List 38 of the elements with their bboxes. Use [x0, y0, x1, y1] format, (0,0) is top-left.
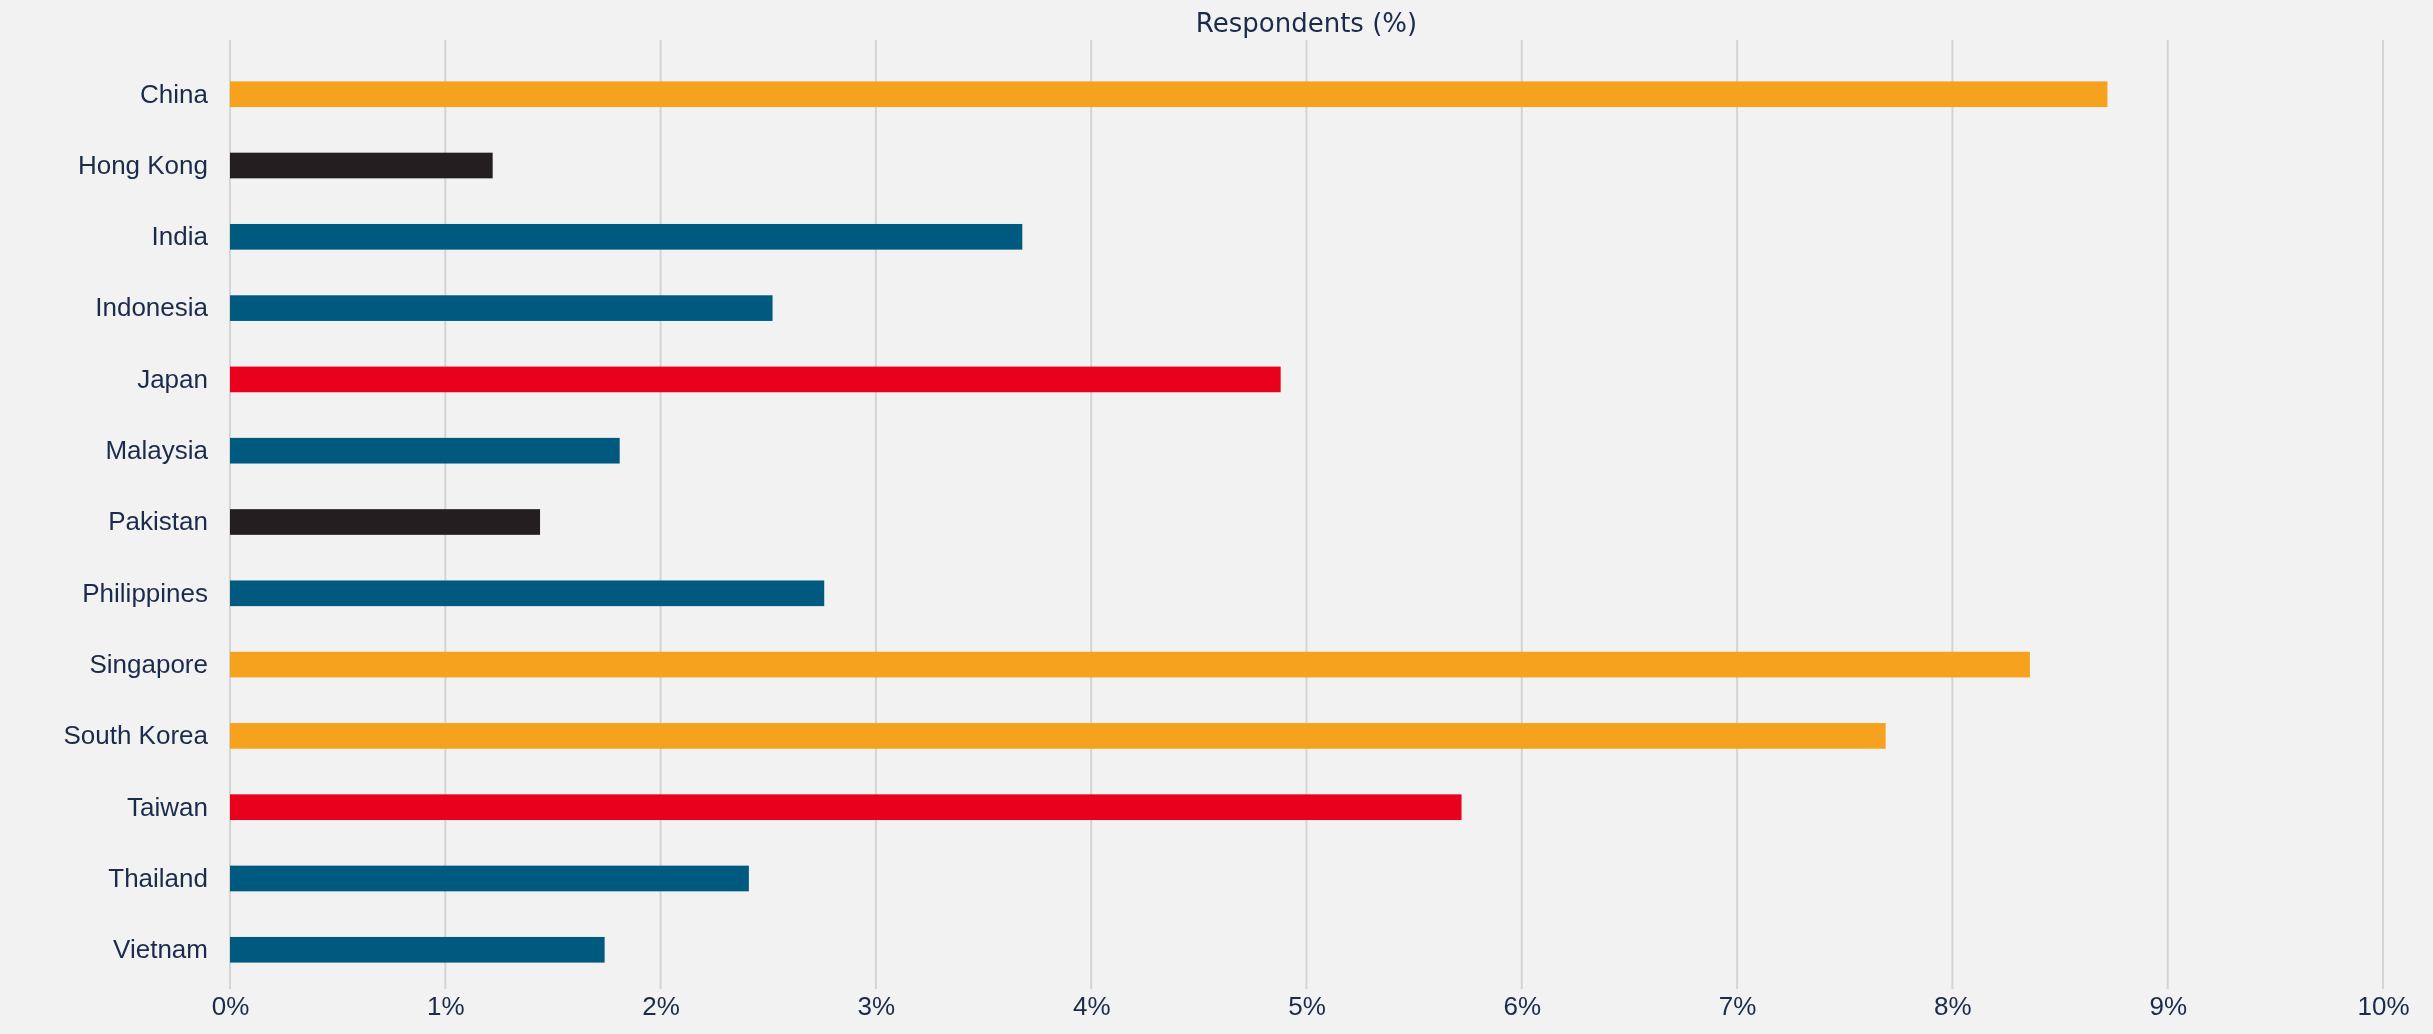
x-tick-label: 2%	[642, 991, 680, 1022]
bar	[230, 223, 1023, 250]
bar	[230, 152, 493, 179]
x-tick-label: 1%	[427, 991, 465, 1022]
bar	[230, 723, 1886, 749]
bar	[230, 437, 620, 464]
y-tick-label: China	[140, 78, 209, 109]
y-tick-label: Thailand	[108, 862, 208, 893]
y-tick-label: Japan	[137, 363, 208, 394]
x-tick-label: 9%	[2149, 991, 2187, 1022]
y-tick-label: India	[151, 221, 209, 252]
y-tick-label: Malaysia	[105, 435, 209, 466]
x-axis-title: Respondents (%)	[1195, 8, 1418, 38]
y-tick-label: Taiwan	[127, 791, 208, 822]
bar	[230, 295, 773, 321]
bar	[230, 366, 1281, 393]
bar	[230, 580, 825, 607]
x-tick-label: 6%	[1503, 991, 1542, 1022]
x-tick-label: 0%	[211, 991, 250, 1022]
y-tick-label: Vietnam	[113, 934, 208, 965]
x-tick-label: 7%	[1718, 991, 1757, 1022]
bar	[230, 865, 749, 892]
bar	[230, 509, 541, 535]
y-tick-label: Pakistan	[108, 506, 208, 537]
y-tick-label: Indonesia	[95, 292, 209, 323]
bar	[230, 794, 1462, 821]
y-tick-label: Hong Kong	[77, 149, 208, 180]
y-tick-label: Singapore	[89, 648, 208, 679]
y-tick-label: South Korea	[63, 720, 209, 751]
x-tick-label: 8%	[1934, 991, 1972, 1022]
bar	[230, 936, 605, 963]
x-tick-label: 10%	[2357, 991, 2410, 1022]
x-tick-label: 4%	[1072, 991, 1111, 1022]
bar	[230, 651, 2030, 678]
x-tick-label: 5%	[1288, 991, 1326, 1022]
bar	[230, 81, 2108, 108]
y-tick-label: Philippines	[82, 577, 208, 608]
x-tick-label: 3%	[857, 991, 896, 1022]
